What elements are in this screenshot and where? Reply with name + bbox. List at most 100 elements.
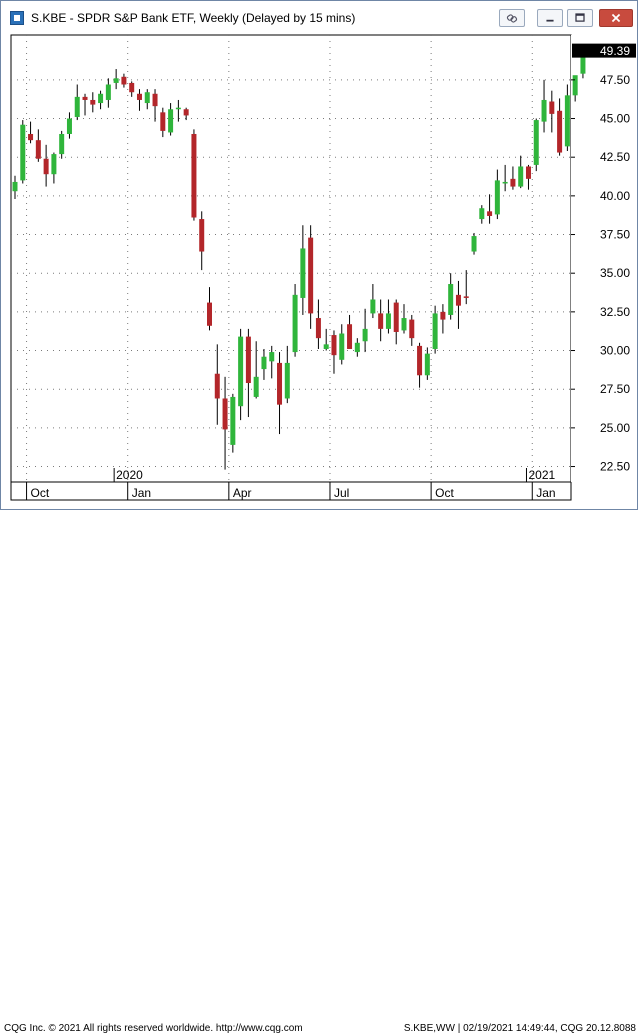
copyright-text: CQG Inc. © 2021 All rights reserved worl… bbox=[4, 1023, 303, 1034]
grid bbox=[11, 35, 571, 482]
status-info: S.KBE,WW | 02/19/2021 14:49:44, CQG 20.1… bbox=[403, 1023, 636, 1034]
last-price-label: 49.39 bbox=[600, 44, 630, 58]
candle-body bbox=[331, 335, 337, 356]
link-button[interactable] bbox=[499, 9, 525, 27]
y-tick-label: 45.00 bbox=[600, 112, 630, 126]
candle-body bbox=[168, 109, 174, 133]
candle-body bbox=[518, 166, 524, 187]
candle-body bbox=[105, 84, 111, 100]
candle-body bbox=[183, 109, 189, 116]
close-button[interactable] bbox=[599, 9, 633, 27]
candle-body bbox=[440, 311, 446, 320]
chart-window: S.KBE - SPDR S&P Bank ETF, Weekly (Delay… bbox=[0, 0, 638, 510]
plot-frame bbox=[10, 34, 572, 483]
x-month-label: Apr bbox=[233, 486, 252, 500]
candle-body bbox=[98, 93, 104, 104]
candle-body bbox=[160, 112, 166, 131]
y-axis: 22.50 25.00 27.50 30.00 32.50 35.00 37.50 40.00… bbox=[571, 43, 636, 474]
candle-body bbox=[354, 342, 360, 353]
candle-body bbox=[82, 96, 88, 100]
price-chart[interactable]: 22.50 25.00 27.50 30.00 32.50 35.00 37.50 40.00… bbox=[1, 1, 637, 509]
candle-body bbox=[370, 299, 376, 314]
y-tick-label: 25.00 bbox=[600, 421, 630, 435]
candle-body bbox=[199, 219, 205, 252]
candle-body bbox=[494, 180, 500, 215]
candle-body bbox=[308, 237, 314, 314]
candle-body bbox=[74, 96, 80, 117]
x-month-label: Oct bbox=[435, 486, 454, 500]
candle-body bbox=[417, 345, 423, 376]
x-month-label: Jan bbox=[536, 486, 555, 500]
candle-body bbox=[455, 294, 461, 306]
candle-body bbox=[51, 154, 57, 175]
candle-body bbox=[12, 181, 18, 192]
plot-area[interactable] bbox=[10, 34, 637, 501]
candle-body bbox=[175, 107, 181, 110]
link-icon bbox=[506, 14, 518, 23]
candle-body bbox=[409, 319, 415, 339]
x-year-label: 2020 bbox=[116, 468, 143, 482]
x-axis: Oct Jan Apr Jul Oct Jan 2020 2021 bbox=[26, 468, 556, 500]
minimize-button[interactable] bbox=[537, 9, 563, 27]
y-tick-label: 47.50 bbox=[600, 73, 630, 87]
candle-body bbox=[432, 313, 438, 349]
candle-body bbox=[230, 396, 236, 445]
candle-body bbox=[557, 110, 563, 153]
candle-body bbox=[315, 318, 321, 339]
last-price-marker bbox=[572, 43, 636, 58]
candle-body bbox=[35, 140, 41, 159]
candle-body bbox=[43, 158, 49, 175]
candle-body bbox=[261, 356, 267, 370]
candle-body bbox=[191, 133, 197, 218]
candle-body bbox=[487, 211, 493, 216]
candle-body bbox=[448, 284, 454, 315]
candle-body bbox=[401, 318, 407, 331]
candle-body bbox=[471, 236, 477, 252]
candle-body bbox=[59, 133, 65, 155]
candle-body bbox=[284, 362, 290, 399]
candle-body bbox=[113, 78, 119, 83]
y-tick-label: 42.50 bbox=[600, 150, 630, 164]
candle-body bbox=[564, 95, 570, 147]
candle-body bbox=[222, 398, 228, 430]
candle-body bbox=[292, 294, 298, 353]
candle-body bbox=[525, 166, 531, 179]
candle-body bbox=[245, 336, 251, 384]
candle-body bbox=[362, 328, 368, 342]
candle-body bbox=[66, 118, 72, 134]
candle-body bbox=[479, 208, 485, 220]
candle-body bbox=[253, 376, 259, 397]
candle-body bbox=[238, 336, 244, 407]
candle-body bbox=[424, 353, 430, 376]
candle-body bbox=[463, 296, 469, 298]
candle-body bbox=[214, 373, 220, 399]
close-icon bbox=[611, 13, 621, 23]
x-year-label: 2021 bbox=[528, 468, 555, 482]
candle-body bbox=[121, 76, 127, 85]
status-bar: CQG Inc. © 2021 All rights reserved worl… bbox=[0, 510, 640, 1034]
title-bar[interactable]: S.KBE - SPDR S&P Bank ETF, Weekly (Delay… bbox=[1, 1, 637, 31]
candle-body bbox=[20, 124, 26, 181]
candle-body bbox=[207, 302, 212, 326]
candle-body bbox=[393, 302, 399, 332]
x-month-label: Jul bbox=[334, 486, 349, 500]
candle-body bbox=[580, 50, 586, 74]
candle-body bbox=[129, 82, 135, 93]
y-tick-label: 27.50 bbox=[600, 382, 630, 396]
candle-body bbox=[323, 344, 329, 349]
maximize-button[interactable] bbox=[567, 9, 593, 27]
y-tick-label: 37.50 bbox=[600, 228, 630, 242]
candle-body bbox=[510, 178, 516, 187]
candle-body bbox=[541, 99, 547, 122]
app-icon bbox=[10, 11, 24, 25]
candle-body bbox=[277, 362, 283, 405]
time-axis-frame bbox=[10, 481, 572, 501]
y-tick-label: 22.50 bbox=[600, 460, 630, 474]
candle-body bbox=[28, 133, 34, 141]
candle-body bbox=[144, 92, 150, 104]
candles bbox=[12, 47, 586, 470]
x-month-label: Jan bbox=[132, 486, 151, 500]
candle-body bbox=[269, 352, 275, 362]
y-tick-label: 32.50 bbox=[600, 305, 630, 319]
candle-body bbox=[533, 120, 539, 165]
